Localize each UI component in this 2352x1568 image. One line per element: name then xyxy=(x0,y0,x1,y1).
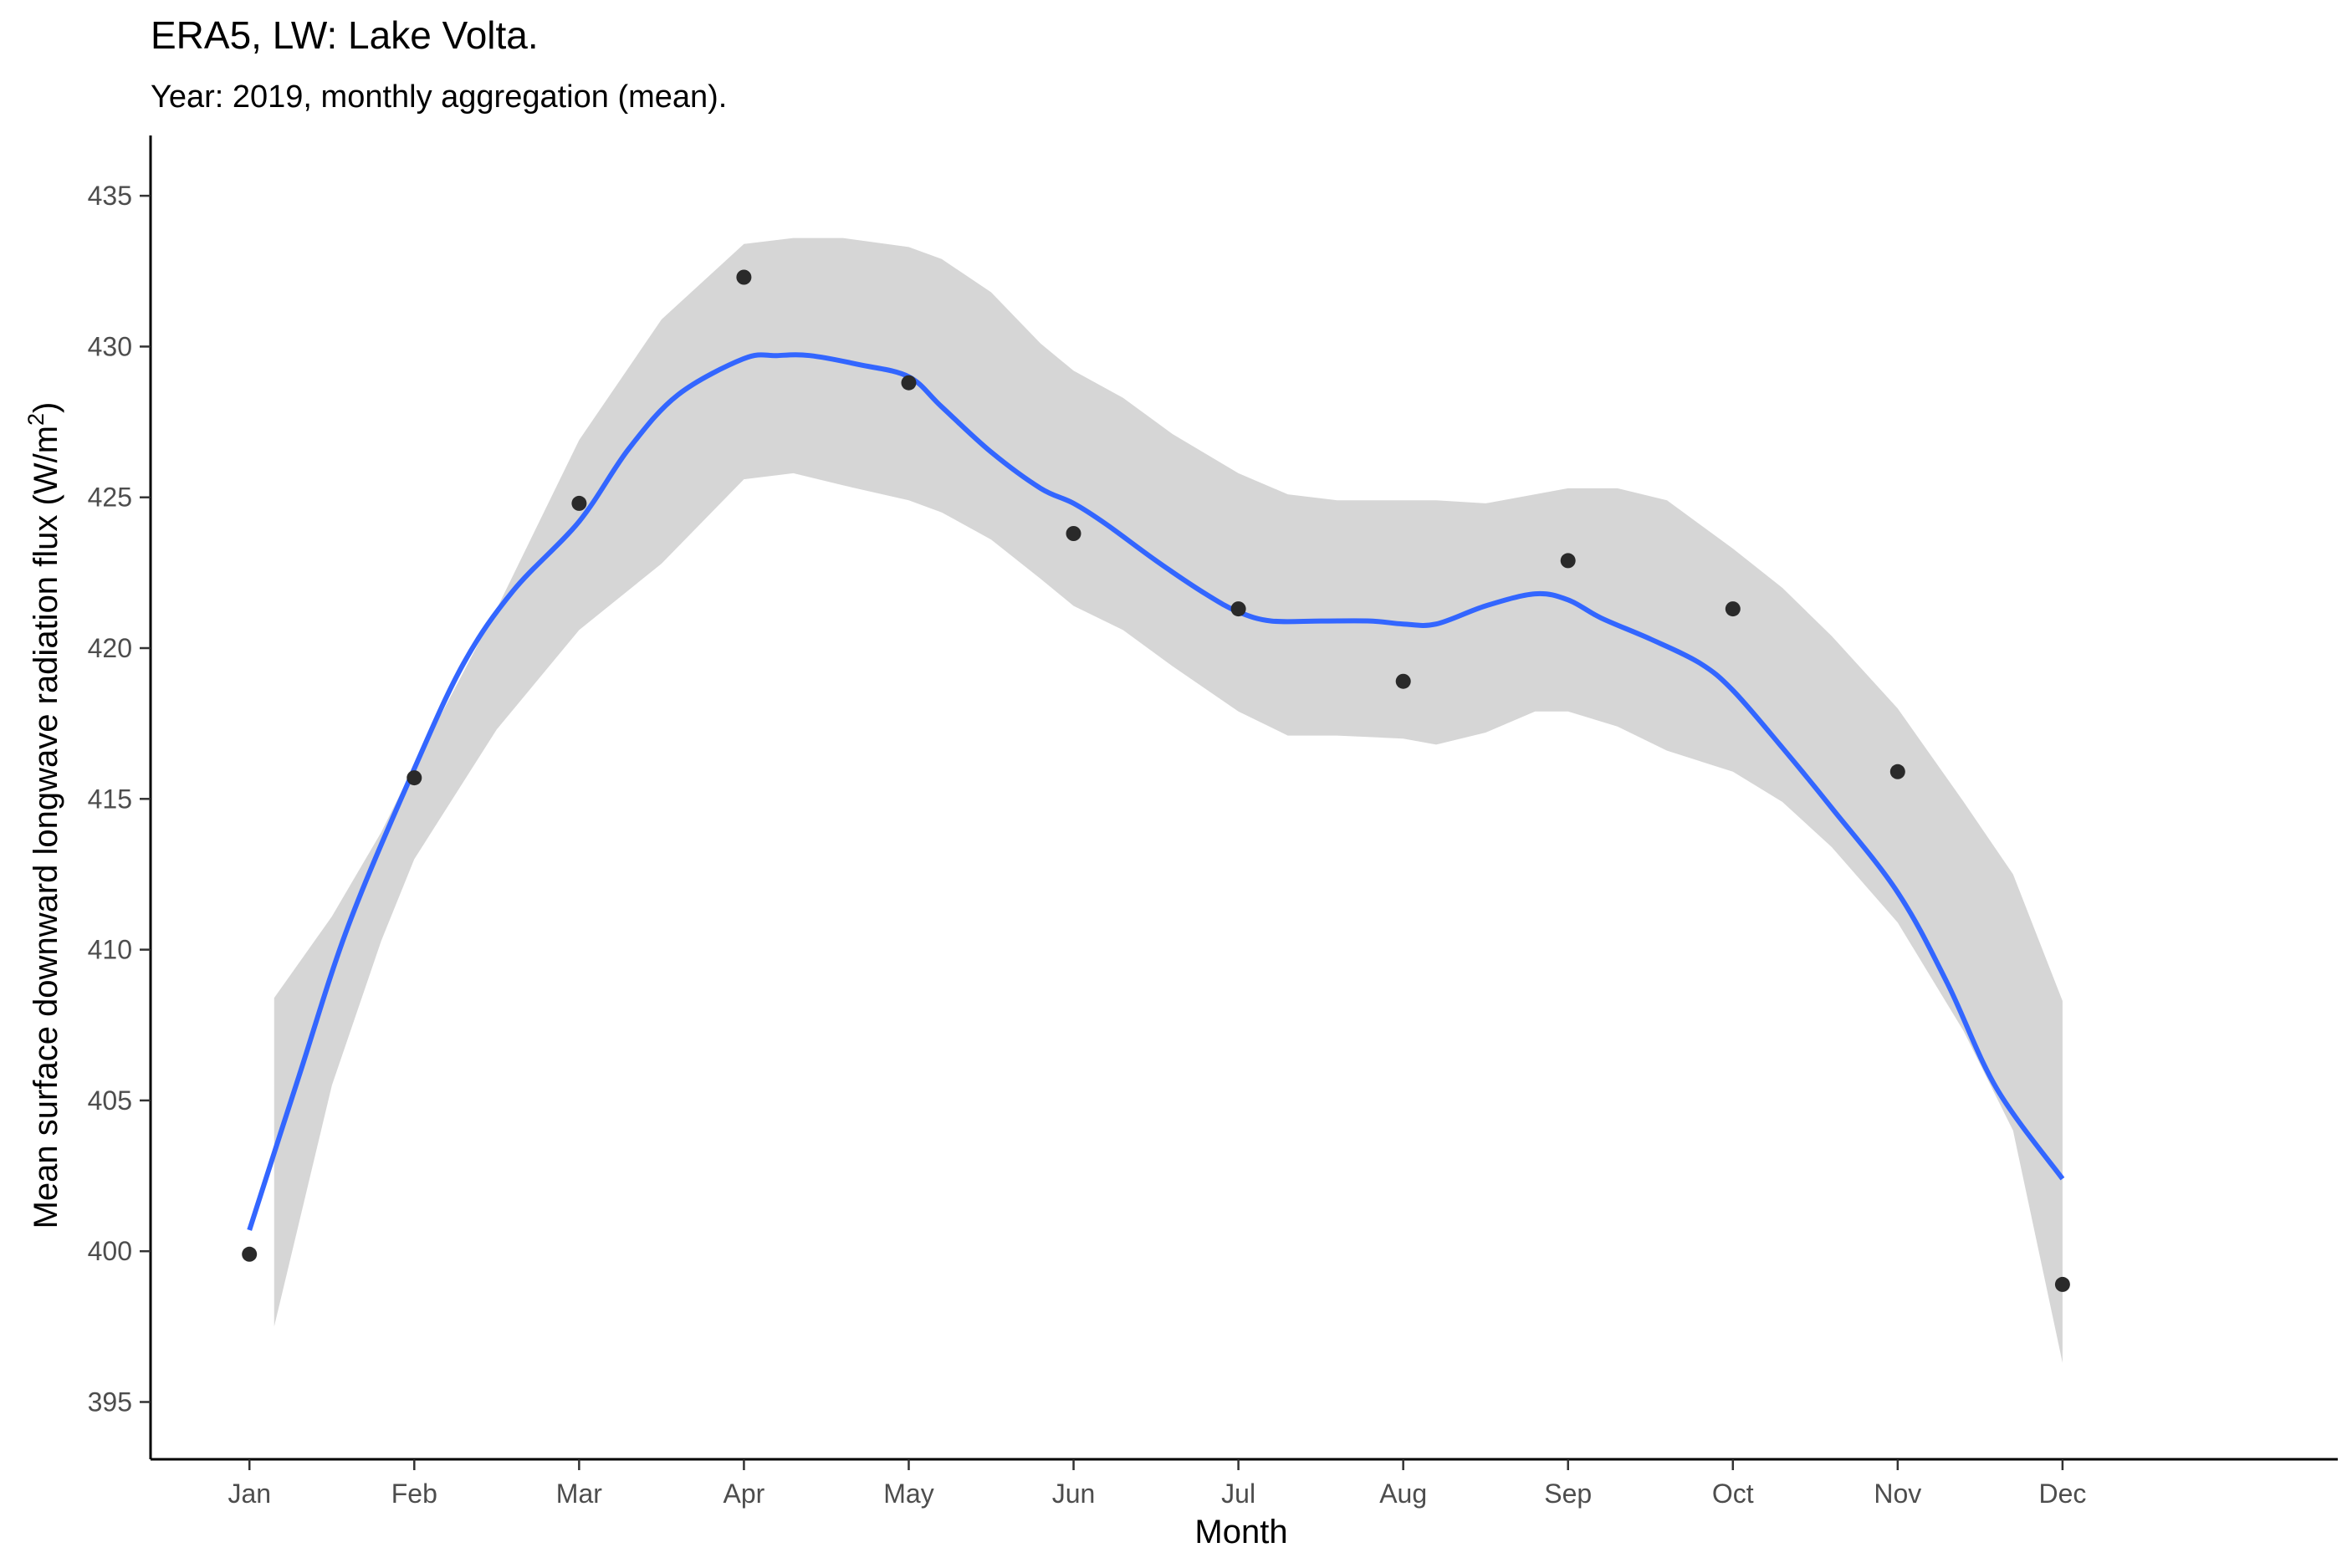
x-tick-label: Jul xyxy=(1221,1479,1255,1509)
y-ticks: 395 400 405 410 415 420 425 430 435 xyxy=(88,181,151,1417)
y-axis-title: Mean surface downward longwave radiation… xyxy=(23,402,64,1229)
x-tick-label: May xyxy=(883,1479,933,1509)
plot-area xyxy=(242,237,2070,1363)
data-point xyxy=(2054,1276,2070,1292)
y-tick-label: 410 xyxy=(88,935,132,965)
chart-title: ERA5, LW: Lake Volta. xyxy=(151,13,539,57)
data-point xyxy=(1395,673,1411,689)
y-tick-label: 395 xyxy=(88,1387,132,1417)
data-point xyxy=(1725,601,1741,617)
x-tick-label: Apr xyxy=(723,1479,765,1509)
x-tick-label: Sep xyxy=(1544,1479,1592,1509)
y-tick-label: 430 xyxy=(88,331,132,361)
y-axis-title-superscript: 2 xyxy=(23,413,49,426)
x-axis: Jan Feb Mar Apr May Jun Jul Aug Sep Oct Nov Dec xyxy=(151,1458,2338,1509)
x-axis-title: Month xyxy=(1194,1514,1287,1550)
y-tick-label: 405 xyxy=(88,1085,132,1116)
confidence-band xyxy=(274,237,2063,1363)
x-tick-label: Jun xyxy=(1052,1479,1096,1509)
smooth-trend-line xyxy=(247,352,2065,1231)
y-tick-label: 420 xyxy=(88,633,132,663)
data-point xyxy=(901,375,917,391)
x-tick-label: Feb xyxy=(391,1479,437,1509)
data-points xyxy=(242,269,2070,1292)
x-tick-label: Dec xyxy=(2038,1479,2086,1509)
data-point xyxy=(571,495,587,511)
x-tick-label: Jan xyxy=(228,1479,271,1509)
y-axis-title-main: Mean surface downward longwave radiation… xyxy=(28,426,64,1228)
data-point xyxy=(406,770,422,786)
data-point xyxy=(736,269,752,285)
y-tick-label: 415 xyxy=(88,784,132,814)
data-point xyxy=(1560,553,1576,569)
x-tick-label: Aug xyxy=(1379,1479,1427,1509)
x-tick-label: Mar xyxy=(556,1479,602,1509)
x-tick-label: Nov xyxy=(1874,1479,1921,1509)
y-axis-title-suffix: ) xyxy=(28,402,64,413)
x-ticks: Jan Feb Mar Apr May Jun Jul Aug Sep Oct Nov Dec xyxy=(228,1459,2086,1509)
chart-subtitle: Year: 2019, monthly aggregation (mean). xyxy=(151,79,727,115)
x-tick-label: Oct xyxy=(1712,1479,1754,1509)
y-axis: 395 400 405 410 415 420 425 430 435 xyxy=(88,135,152,1459)
data-point xyxy=(242,1246,258,1262)
y-tick-label: 435 xyxy=(88,181,132,211)
y-tick-label: 400 xyxy=(88,1236,132,1266)
data-point xyxy=(1889,764,1905,779)
data-point xyxy=(1066,526,1081,541)
y-tick-label: 425 xyxy=(88,483,132,513)
data-point xyxy=(1230,601,1246,617)
